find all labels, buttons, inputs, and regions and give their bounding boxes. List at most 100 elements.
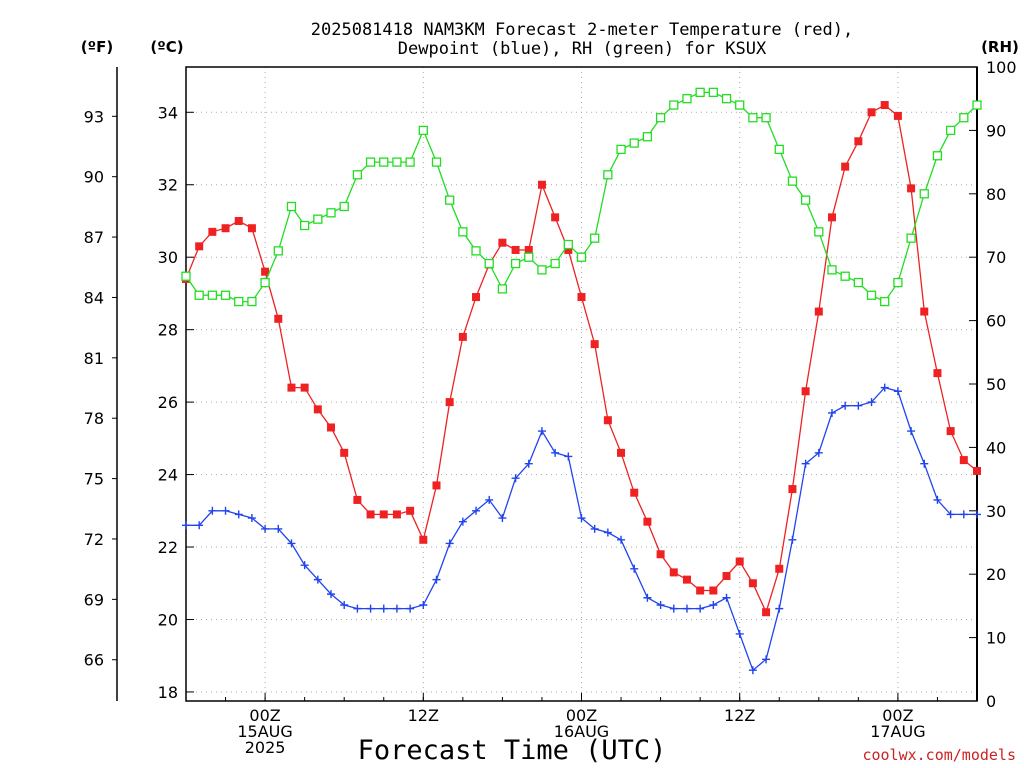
temperature-point [472,293,481,302]
rh-point [405,157,415,167]
dewpoint-point [195,521,204,530]
temperature-point [247,224,256,233]
dewpoint-point [590,524,599,533]
rh-point [932,151,943,161]
rh-point [642,132,653,142]
time-tick-label: 17AUG [870,722,925,741]
rh-point [484,258,494,269]
temperature-point [366,510,375,519]
rh-tick-label: 70 [986,248,1006,267]
dewpoint-point [287,539,296,548]
rh-point [800,195,811,205]
dewpoint-point [643,593,652,602]
rh-point [445,195,455,205]
rh-point [339,201,349,212]
temperature-point [458,332,467,341]
rh-point [945,125,956,136]
rh-point [880,296,890,307]
dewpoint-point [182,521,190,530]
temperature-point [643,517,652,526]
rh-point [273,246,283,256]
celsius-tick-label: 28 [158,321,178,340]
time-tick-label: 15AUG [237,722,292,741]
fahrenheit-tick-label: 93 [84,107,104,126]
rh-point [959,113,969,123]
celsius-tick-label: 30 [158,248,178,267]
temperature-point [867,108,876,117]
fahrenheit-tick-label: 90 [84,168,104,187]
temperature-point [854,137,863,146]
temperature-point [841,162,850,171]
dewpoint-point [682,604,691,613]
rh-point [260,277,270,288]
rh-point [550,258,560,269]
rh-point [827,265,837,275]
dewpoint-point [274,524,283,533]
temperature-point [920,307,929,316]
fahrenheit-tick-label: 75 [84,470,104,489]
dewpoint-point [854,401,863,410]
dewpoint-point [735,629,744,638]
fahrenheit-tick-label: 84 [84,288,104,307]
rh-point [352,170,363,180]
dewpoint-point [880,383,889,392]
rh-tick-label: 90 [986,121,1006,140]
dewpoint-point [617,535,626,544]
rh-point [866,290,877,300]
dewpoint-point [907,427,916,436]
time-tick-label: 2025 [245,738,286,757]
rh-point [735,100,745,110]
dewpoint-point [722,593,731,602]
rh-point [194,290,204,300]
celsius-tick-label: 32 [158,176,178,195]
temperature-point [801,387,810,396]
temperature-point [669,568,678,577]
temperature-line [185,104,978,615]
temperature-point [709,586,718,595]
rh-point [655,113,666,123]
dewpoint-point [511,474,520,483]
dewpoint-point [603,528,612,537]
dewpoint-point [656,600,665,609]
temperature-point [313,405,322,414]
rh-point [906,233,916,243]
rh-point [682,94,692,104]
dewpoint-point [537,427,546,436]
rh-point [761,113,771,123]
rh-point [774,144,784,155]
temperature-point [722,572,731,581]
temperature-point [564,245,573,254]
temperature-point [959,456,968,465]
celsius-unit-label: (ºC) [150,38,183,56]
rh-point [379,157,389,167]
temperature-point [327,423,336,432]
time-tick-label: 12Z [408,706,439,725]
temperature-point [907,184,916,193]
watermark: coolwx.com/models [862,746,1016,764]
temperature-point [300,383,309,392]
rh-point [840,271,850,281]
temperature-point [261,267,270,276]
temperature-point [419,535,428,544]
temperature-point [762,608,771,617]
rh-point [616,144,626,155]
rh-point [326,208,336,218]
celsius-tick-label: 26 [158,393,178,412]
temperature-point [340,448,349,457]
temperature-point [195,242,204,251]
rh-point [814,227,824,237]
temperature-point [748,579,757,588]
rh-point [220,290,231,300]
fahrenheit-tick-label: 87 [84,228,104,247]
rh-point [458,227,468,237]
temperature-point [946,427,955,436]
dewpoint-point [445,539,454,548]
temperature-point [551,213,560,222]
dewpoint-point [669,604,678,613]
rh-tick-label: 20 [986,565,1006,584]
time-tick-label: 16AUG [554,722,609,741]
rh-point [497,284,508,294]
rh-point [286,201,297,212]
temperature-point [234,216,243,225]
fahrenheit-tick-label: 69 [84,590,104,609]
